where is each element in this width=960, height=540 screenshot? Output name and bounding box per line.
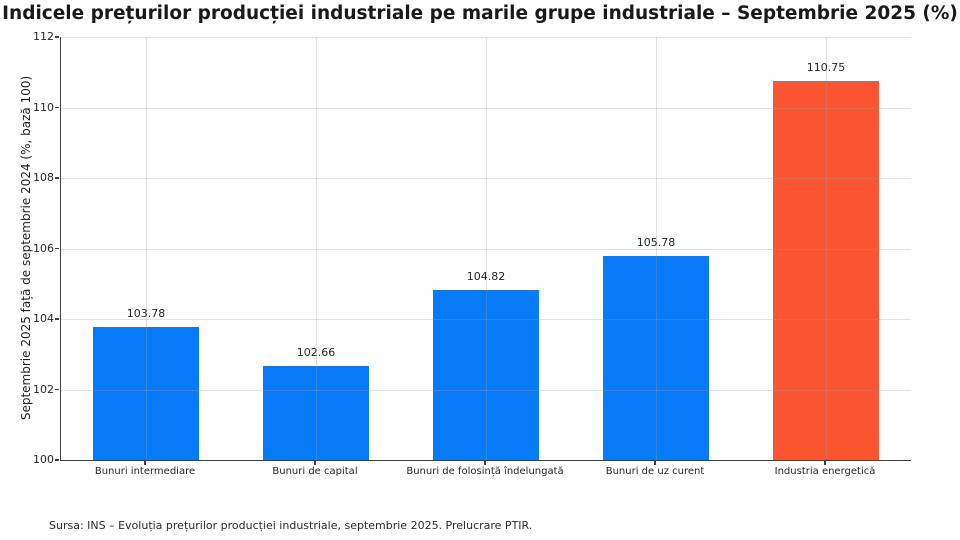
x-tick-mark xyxy=(314,461,316,465)
bar-value-label: 103.78 xyxy=(126,306,166,320)
y-tick-label: 102 xyxy=(33,382,54,396)
bar-3 xyxy=(433,290,539,460)
y-tick-mark xyxy=(55,459,59,461)
bar-value-label: 104.82 xyxy=(466,270,506,284)
y-gridline xyxy=(61,319,911,320)
y-gridline xyxy=(61,107,911,109)
bar-5 xyxy=(773,81,879,460)
bar-4 xyxy=(603,256,709,460)
y-tick-label: 106 xyxy=(33,241,54,255)
plot-area: 103.78 102.66 104.82 105.78 110.75 xyxy=(60,37,911,461)
y-tick-mark xyxy=(55,318,59,320)
x-tick-label: Bunuri de folosință îndelungată xyxy=(406,466,564,477)
source-note: Sursa: INS – Evoluția prețurilor producț… xyxy=(49,519,533,532)
y-gridline xyxy=(61,248,911,250)
bar-value-label: 102.66 xyxy=(296,346,336,360)
chart-title: Indicele prețurilor producției industria… xyxy=(2,3,958,24)
bar-1 xyxy=(93,326,199,460)
y-tick-mark xyxy=(55,36,59,38)
x-tick-label: Industria energetică xyxy=(774,466,876,477)
x-tick-label: Bunuri de uz curent xyxy=(605,466,705,477)
x-gridline xyxy=(486,37,487,460)
y-tick-label: 108 xyxy=(33,171,54,184)
y-tick-label: 112 xyxy=(33,30,54,43)
bar-value-label: 110.75 xyxy=(806,61,846,75)
x-gridline xyxy=(316,37,317,460)
x-tick-mark xyxy=(654,461,656,465)
x-gridline xyxy=(146,37,147,460)
y-gridline xyxy=(61,389,911,391)
x-tick-label: Bunuri de capital xyxy=(272,466,358,477)
y-tick-mark xyxy=(55,247,59,250)
y-gridline xyxy=(61,37,911,38)
y-tick-label: 110 xyxy=(33,100,54,114)
y-tick-mark xyxy=(55,177,59,179)
y-tick-label: 100 xyxy=(33,453,54,466)
y-gridline xyxy=(61,178,911,179)
x-tick-mark xyxy=(484,461,486,465)
x-gridline xyxy=(656,37,657,460)
bar-2 xyxy=(263,366,369,460)
y-tick-label: 104 xyxy=(33,312,54,325)
y-tick-mark xyxy=(55,106,59,109)
x-tick-mark xyxy=(824,461,826,465)
x-tick-mark xyxy=(144,461,146,465)
y-tick-mark xyxy=(55,388,59,391)
x-gridline xyxy=(826,37,827,460)
x-tick-label: Bunuri intermediare xyxy=(94,466,196,477)
bar-value-label: 105.78 xyxy=(636,236,676,250)
